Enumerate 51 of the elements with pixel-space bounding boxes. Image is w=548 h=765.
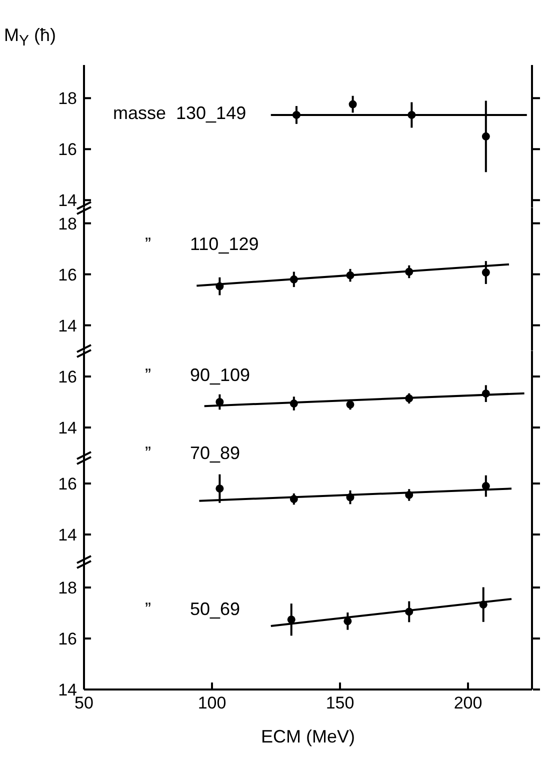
point bbox=[292, 110, 300, 119]
point bbox=[346, 271, 354, 280]
point bbox=[405, 268, 414, 276]
y-tick-label: 14 bbox=[58, 316, 78, 336]
point bbox=[346, 400, 354, 408]
point bbox=[290, 399, 298, 408]
point bbox=[405, 394, 414, 402]
point bbox=[482, 482, 490, 490]
annotation: ” bbox=[145, 599, 151, 620]
point bbox=[482, 132, 490, 140]
annotation: ” bbox=[145, 364, 151, 386]
annotation: masse 130_149 bbox=[113, 103, 246, 124]
y-tick-label: 16 bbox=[58, 265, 78, 284]
y-tick-label: 14 bbox=[58, 191, 78, 210]
annotation: ” bbox=[145, 234, 151, 255]
y-tick-label: 16 bbox=[58, 630, 77, 649]
point bbox=[216, 282, 224, 290]
point bbox=[344, 617, 352, 626]
annotation: 70_89 bbox=[190, 442, 240, 464]
y-tick-label: 18 bbox=[58, 89, 78, 108]
point bbox=[408, 110, 416, 119]
y-tick-label: 14 bbox=[58, 525, 78, 544]
point bbox=[287, 616, 296, 624]
annotation: 50_69 bbox=[190, 599, 240, 620]
annotation: ” bbox=[145, 442, 151, 464]
y-tick-label: 14 bbox=[58, 680, 77, 700]
x-tick-label: 100 bbox=[198, 694, 226, 713]
x-tick-label: 150 bbox=[326, 694, 354, 713]
point bbox=[405, 608, 414, 616]
point bbox=[216, 398, 224, 406]
y-tick-label: 16 bbox=[58, 140, 78, 160]
point bbox=[482, 268, 490, 276]
point bbox=[290, 275, 298, 284]
point bbox=[479, 600, 488, 609]
y-tick-label: 16 bbox=[58, 474, 78, 494]
y-tick-label: 18 bbox=[58, 214, 78, 234]
x-tick-label: 50 bbox=[74, 694, 94, 713]
annotation: 110_129 bbox=[190, 234, 259, 255]
point bbox=[482, 389, 490, 398]
point bbox=[348, 100, 357, 108]
y-tick-label: 14 bbox=[58, 418, 78, 438]
x-tick-label: 200 bbox=[454, 694, 482, 713]
y-tick-label: 18 bbox=[58, 578, 77, 598]
point bbox=[346, 492, 354, 501]
x-axis-title: ECM (MeV) bbox=[261, 726, 355, 747]
point bbox=[405, 490, 414, 499]
point bbox=[216, 484, 224, 492]
y-axis-title: M$_{Y}$ (ħ) bbox=[4, 25, 56, 50]
point bbox=[290, 494, 298, 503]
y-tick-label: 16 bbox=[58, 367, 78, 386]
annotation: 90_109 bbox=[190, 364, 250, 386]
